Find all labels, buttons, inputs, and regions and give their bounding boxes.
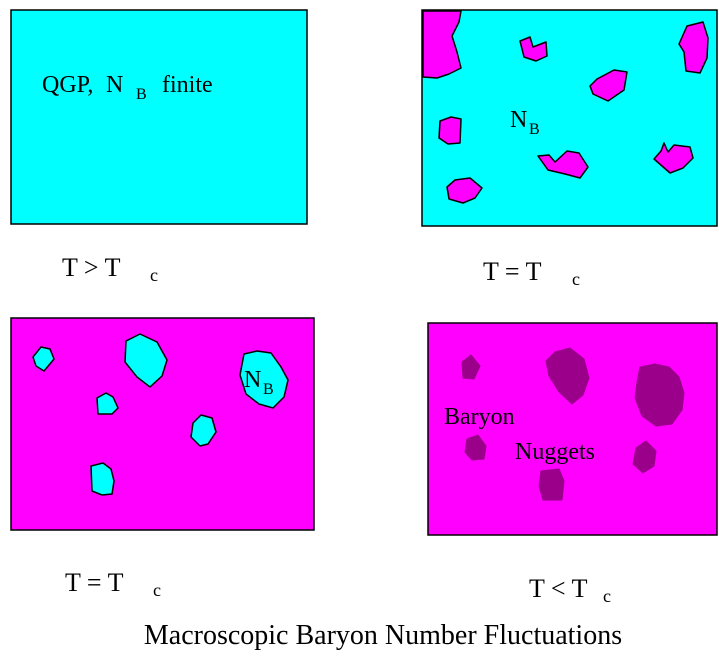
caption-bottom-left-subscript: c [153, 580, 161, 600]
caption-top-left-subscript: c [150, 265, 158, 285]
magenta-blob [653, 142, 694, 174]
panel-bottom-left: N B [10, 317, 315, 531]
figure-caption: Macroscopic Baryon Number Fluctuations [144, 620, 622, 651]
magenta-blob [422, 10, 462, 79]
panel-top-left: QGP, N B finite [10, 9, 308, 225]
cyan-blob [90, 462, 115, 496]
panel-top-left-qgp-label: QGP, [42, 72, 93, 98]
magenta-blob [438, 116, 462, 145]
panel-top-left-finite-label: finite [162, 72, 213, 98]
panel-top-left-n-subscript: B [136, 86, 147, 103]
magenta-blob [589, 69, 628, 102]
panel-top-right: N B [421, 9, 718, 227]
caption-top-right: T = T c [483, 257, 580, 289]
magenta-blob [537, 150, 589, 179]
magenta-blob [446, 177, 483, 204]
baryon-nugget [632, 440, 657, 474]
panel-bottom-left-box [10, 317, 315, 531]
caption-bottom-right: T < T c [529, 574, 611, 606]
panel-top-left-box [10, 9, 308, 225]
panel-bottom-right: Baryon Nuggets [427, 322, 718, 536]
panel-top-right-n-subscript: B [529, 121, 540, 138]
caption-top-right-subscript: c [572, 269, 580, 289]
cyan-blob [32, 346, 55, 372]
magenta-blob [519, 36, 548, 62]
panel-top-right-n-label: N [510, 107, 527, 133]
panel-bottom-right-nuggets-label: Nuggets [515, 439, 595, 465]
panel-top-left-n-label: N [106, 72, 123, 98]
caption-bottom-right-subscript: c [603, 586, 611, 606]
baryon-nugget [538, 468, 565, 501]
baryon-nugget [464, 434, 487, 461]
panel-bottom-left-n-label: N [244, 367, 261, 393]
cyan-blob [124, 333, 168, 388]
caption-bottom-left: T = T c [65, 568, 161, 600]
cyan-blob [96, 392, 119, 415]
caption-top-left-temperature: T > T [62, 253, 121, 282]
panel-bottom-right-baryon-label: Baryon [444, 404, 515, 430]
magenta-blob [678, 21, 709, 74]
panel-bottom-left-n-subscript: B [263, 381, 274, 398]
cyan-blob [239, 350, 289, 409]
caption-top-right-temperature: T = T [483, 257, 542, 286]
baryon-nugget [545, 347, 590, 405]
cyan-blob [190, 414, 217, 447]
baryon-nugget [634, 363, 685, 427]
caption-bottom-left-temperature: T = T [65, 568, 124, 597]
baryon-nugget [461, 354, 481, 380]
caption-top-left: T > T c [62, 253, 158, 285]
caption-bottom-right-temperature: T < T [529, 574, 588, 603]
